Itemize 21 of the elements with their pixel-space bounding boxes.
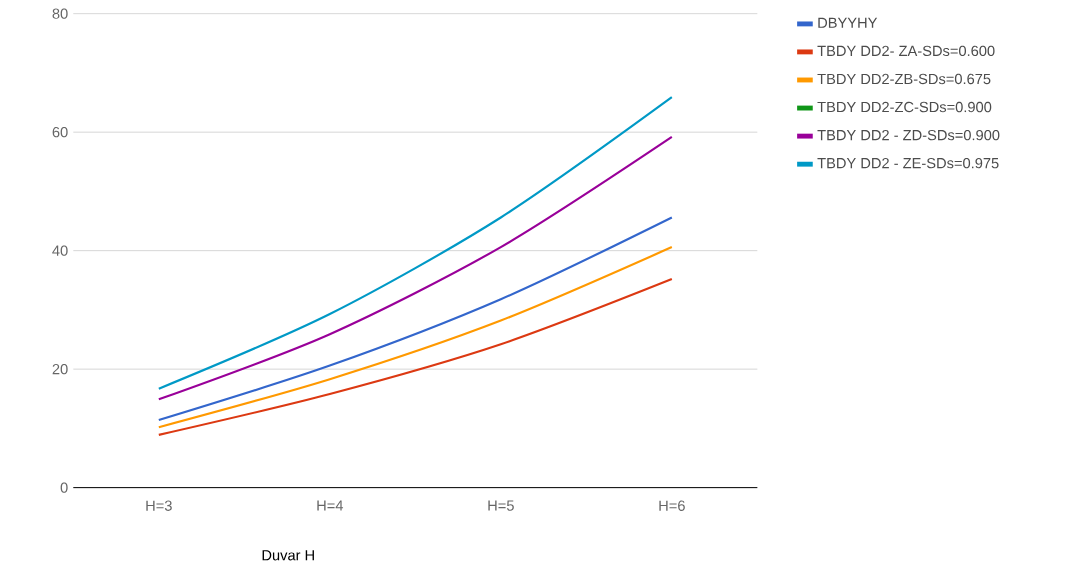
y-tick-label: 60 bbox=[52, 127, 68, 138]
legend-label: DBYYHY bbox=[818, 17, 878, 29]
x-axis-title: Duvar H bbox=[262, 550, 314, 561]
y-tick-label: 40 bbox=[52, 245, 68, 256]
line-series bbox=[157, 96, 673, 390]
y-tick-label: 0 bbox=[60, 482, 68, 493]
line-series bbox=[157, 216, 673, 422]
x-tick-label: H=3 bbox=[146, 500, 172, 512]
line-series bbox=[157, 246, 673, 429]
line-series bbox=[157, 278, 673, 437]
legend-label: TBDY DD2-ZB-SDs=0.675 bbox=[817, 73, 991, 85]
line-series bbox=[157, 135, 673, 401]
legend-label: TBDY DD2 - ZD-SDs=0.900 bbox=[817, 130, 1000, 141]
y-tick-label: 20 bbox=[52, 364, 68, 375]
x-tick-label: H=4 bbox=[317, 500, 344, 511]
y-tick-label: 80 bbox=[52, 8, 68, 20]
x-tick-label: H=6 bbox=[659, 500, 685, 512]
legend-label: TBDY DD2- ZA-SDs=0.600 bbox=[817, 45, 995, 57]
x-tick-label: H=5 bbox=[488, 500, 514, 511]
legend-label: TBDY DD2-ZC-SDs=0.900 bbox=[817, 102, 992, 113]
legend-label: TBDY DD2 - ZE-SDs=0.975 bbox=[817, 158, 999, 169]
